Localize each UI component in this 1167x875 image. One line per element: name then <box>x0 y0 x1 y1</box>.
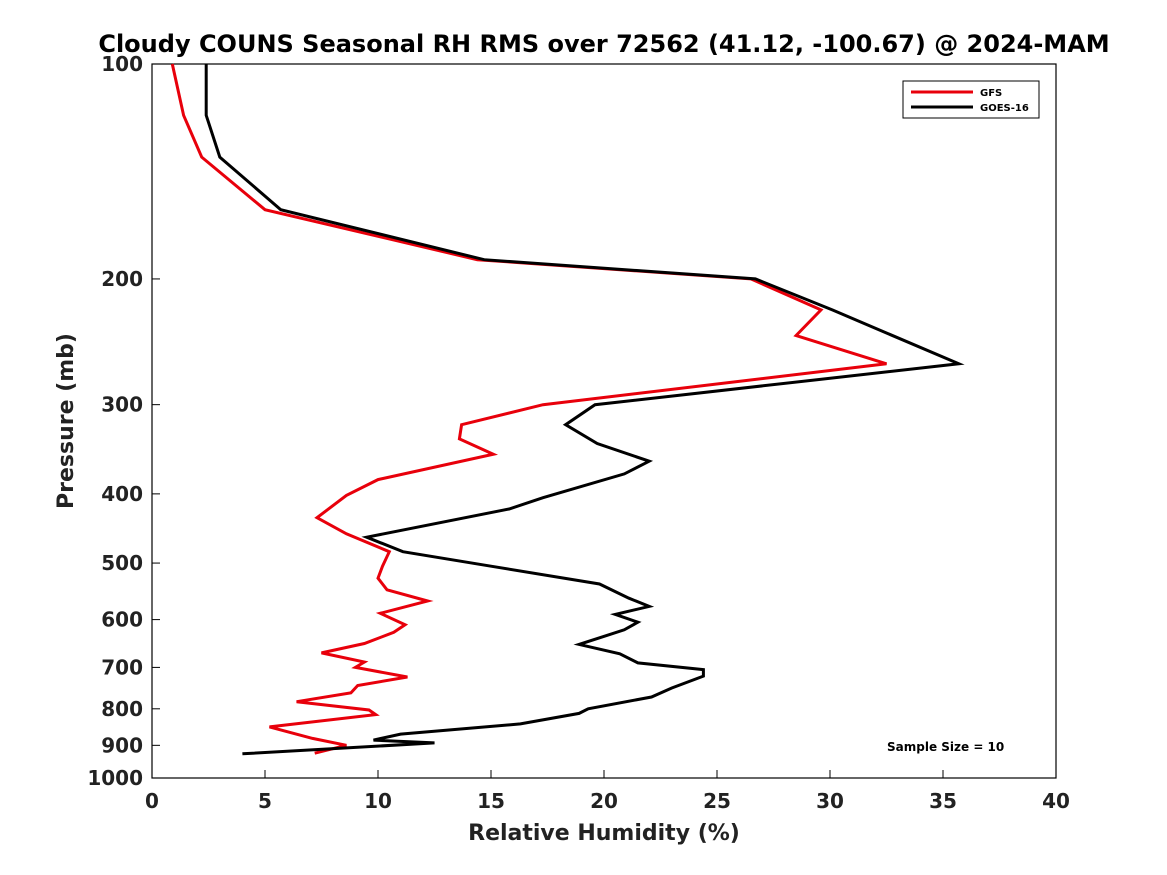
legend-label: GFS <box>980 88 1002 99</box>
x-axis-label: Relative Humidity (%) <box>468 821 740 846</box>
y-tick-label: 700 <box>101 655 143 679</box>
y-tick-label: 200 <box>101 267 143 291</box>
y-tick-label: 100 <box>101 52 143 76</box>
x-tick-label: 35 <box>929 789 957 813</box>
legend: GFS GOES-16 <box>902 80 1040 119</box>
x-tick-label: 5 <box>258 789 272 813</box>
series-line-goes-16 <box>204 64 965 756</box>
legend-box <box>902 80 1040 119</box>
x-tick-label: 25 <box>703 789 731 813</box>
x-tick-label: 20 <box>590 789 618 813</box>
y-tick-label: 600 <box>101 608 143 632</box>
y-tick-label: 1000 <box>87 766 143 790</box>
sample-size-annotation: Sample Size = 10 <box>887 740 1004 754</box>
x-tick-label: 0 <box>145 789 159 813</box>
y-tick-label: 300 <box>101 393 143 417</box>
y-tick-label: 400 <box>101 482 143 506</box>
x-tick-label: 10 <box>364 789 392 813</box>
y-tick-label: 500 <box>101 551 143 575</box>
y-tick-label: 800 <box>101 697 143 721</box>
x-axis: 0 5 10 15 20 25 30 35 40 <box>145 770 1070 813</box>
legend-label: GOES-16 <box>980 103 1029 114</box>
y-axis: 100 200 300 400 500 600 700 800 900 1000 <box>87 52 160 790</box>
x-tick-label: 30 <box>816 789 844 813</box>
x-tick-label: 15 <box>477 789 505 813</box>
x-tick-label: 40 <box>1042 789 1070 813</box>
series-layer <box>170 63 965 756</box>
chart-title: Cloudy COUNS Seasonal RH RMS over 72562 … <box>98 30 1109 58</box>
series-line-gfs <box>170 63 887 755</box>
y-tick-label: 900 <box>101 733 143 757</box>
y-axis-label: Pressure (mb) <box>54 333 79 509</box>
